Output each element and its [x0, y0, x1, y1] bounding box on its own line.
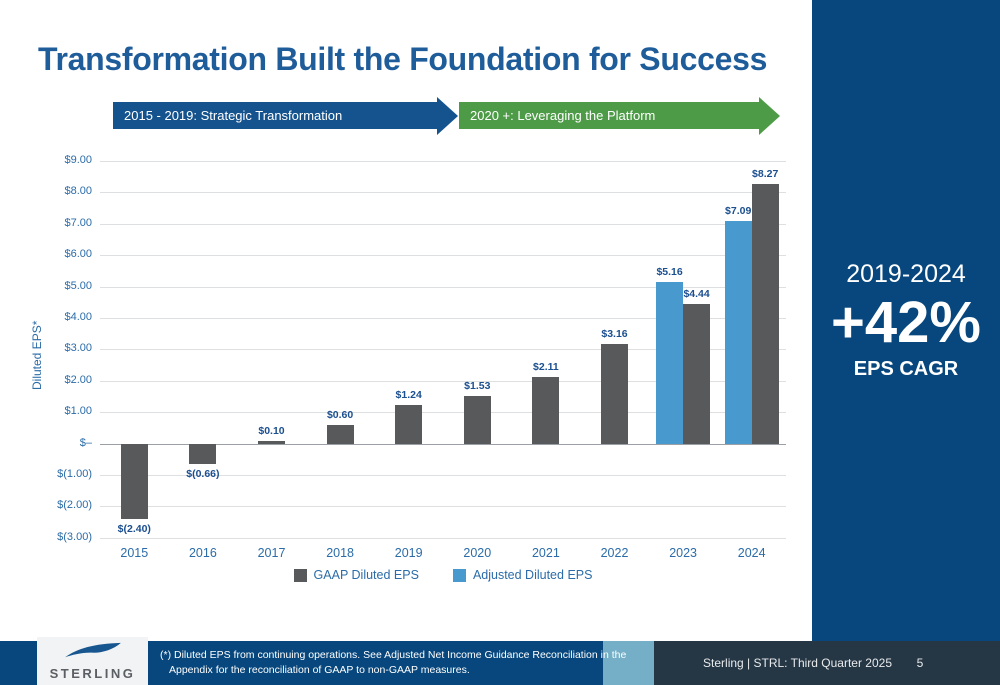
y-tick-label: $3.00: [64, 342, 92, 355]
bar-2018-gaap: [326, 424, 354, 444]
logo-wordmark: STERLING: [49, 665, 136, 681]
company-logo: STERLING: [37, 637, 148, 685]
gridline: [100, 506, 786, 508]
bar-value-label: $7.09: [725, 205, 752, 217]
y-tick-label: $2.00: [64, 373, 92, 386]
bar-2021-gaap: [532, 377, 560, 444]
y-tick-label: $8.00: [64, 185, 92, 198]
swoosh-icon: [60, 642, 126, 665]
eps-bar-chart: Diluted EPS* GAAP Diluted EPS Adjusted Di…: [0, 150, 812, 610]
bar-value-label: $(0.66): [186, 468, 220, 481]
y-tick-label: $(3.00): [57, 530, 92, 543]
x-axis-label: 2015: [120, 546, 149, 560]
legend-item: GAAP Diluted EPS: [293, 568, 419, 582]
legend-swatch: [293, 568, 307, 582]
footer-segment-lightblue: [603, 641, 654, 685]
x-axis-label: 2017: [257, 546, 286, 560]
bar-value-label: $5.16: [656, 265, 683, 278]
bar-2019-gaap: [395, 404, 423, 444]
banner-label: 2020 +: Leveraging the Platform: [470, 108, 656, 123]
x-axis-label: 2019: [394, 546, 423, 560]
banner-leveraging-platform: 2020 +: Leveraging the Platform: [459, 102, 759, 129]
legend-item: Adjusted Diluted EPS: [452, 568, 593, 582]
x-axis-label: 2016: [188, 546, 217, 560]
footnote-line: (*) Diluted EPS from continuing operatio…: [160, 649, 627, 661]
gridline: [100, 192, 786, 194]
bar-value-label: $0.10: [258, 424, 285, 437]
bar-value-label: $0.60: [326, 408, 354, 421]
gridline: [100, 286, 786, 288]
bar-2016-gaap: [189, 443, 217, 465]
page-number: 5: [916, 656, 924, 670]
gridline: [100, 475, 786, 476]
cagr-period: 2019-2024: [846, 260, 966, 289]
footer-segment-slate: [654, 641, 1000, 685]
y-tick-label: $7.00: [64, 216, 92, 229]
bar-2020-gaap: [463, 395, 491, 444]
cagr-caption: EPS CAGR: [853, 357, 959, 380]
bar-value-label: $(2.40): [117, 523, 151, 535]
banner-label: 2015 - 2019: Strategic Transformation: [124, 108, 343, 123]
y-tick-label: $6.00: [64, 248, 92, 261]
x-axis-label: 2022: [600, 546, 629, 560]
zero-axis-line: [100, 443, 786, 445]
y-tick-label: $–: [79, 436, 92, 449]
bar-value-label: $3.16: [601, 328, 628, 341]
bar-2017-gaap: [258, 440, 285, 444]
y-tick-label: $5.00: [64, 279, 92, 292]
gridline: [100, 255, 786, 257]
gridline: [100, 223, 786, 225]
bar-2015-gaap: [120, 443, 148, 519]
bar-2024-adjusted: [724, 221, 752, 444]
x-axis-label: 2023: [669, 546, 697, 560]
cagr-highlight-panel: 2019-2024 +42% EPS CAGR: [812, 0, 1000, 641]
y-tick-label: $1.00: [64, 405, 92, 418]
bar-2022-gaap: [601, 344, 628, 444]
bar-2023-adjusted: [656, 281, 684, 444]
bar-value-label: $2.11: [533, 361, 559, 374]
legend-label: GAAP Diluted EPS: [313, 568, 419, 582]
gridline: [100, 161, 786, 162]
footnote-line: Appendix for the reconciliation of GAAP …: [169, 663, 470, 676]
bar-2024-gaap: [751, 183, 779, 444]
y-tick-label: $9.00: [64, 154, 92, 166]
x-axis-label: 2020: [463, 546, 492, 560]
gridline: [100, 412, 786, 414]
footnote: (*) Diluted EPS from continuing operatio…: [160, 648, 626, 677]
chart-legend: GAAP Diluted EPS Adjusted Diluted EPS: [100, 568, 786, 582]
y-tick-label: $4.00: [64, 311, 92, 323]
legend-swatch: [452, 568, 466, 582]
footer: STERLING (*) Diluted EPS from continuing…: [0, 637, 1000, 685]
x-axis-label: 2018: [326, 546, 354, 560]
bar-2023-gaap: [683, 304, 711, 444]
page-title: Transformation Built the Foundation for …: [38, 41, 768, 78]
bar-value-label: $1.24: [395, 388, 422, 401]
bar-value-label: $8.27: [752, 167, 779, 180]
bar-value-label: $1.53: [464, 379, 491, 392]
y-tick-label: $(2.00): [57, 499, 92, 512]
x-axis-label: 2024: [737, 546, 766, 560]
bar-value-label: $4.44: [683, 288, 710, 301]
banner-strategic-transformation: 2015 - 2019: Strategic Transformation: [113, 102, 437, 129]
gridline: [100, 537, 786, 539]
x-axis-label: 2021: [531, 546, 560, 560]
footer-source-text: Sterling | STRL: Third Quarter 2025: [703, 656, 892, 670]
legend-label: Adjusted Diluted EPS: [472, 568, 593, 582]
y-tick-label: $(1.00): [57, 468, 92, 480]
gridline: [100, 318, 786, 319]
gridline: [100, 380, 786, 382]
cagr-value: +42%: [831, 290, 981, 356]
gridline: [100, 349, 786, 351]
